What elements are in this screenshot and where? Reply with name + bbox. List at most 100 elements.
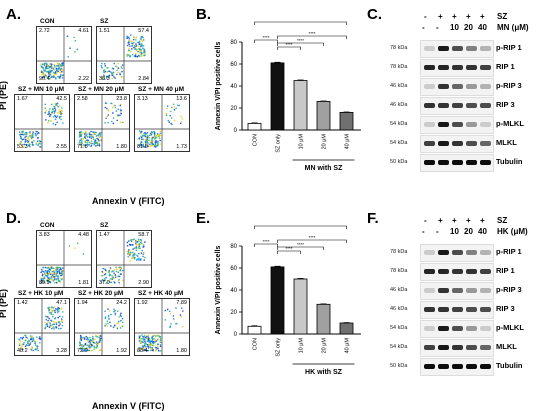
flow-event-dot (98, 336, 101, 339)
protein-band (466, 364, 477, 369)
flow-event-dot (153, 341, 156, 344)
flow-event-dot (122, 121, 124, 124)
flow-event-dot (146, 335, 148, 338)
flow-event-dot (104, 310, 106, 313)
flow-event-dot (178, 104, 181, 107)
flow-event-dot (27, 135, 29, 138)
flow-event-dot (148, 136, 150, 139)
flow-event-dot (26, 337, 28, 339)
flow-event-dot (49, 272, 52, 274)
flow-event-dot (103, 78, 105, 80)
flow-event-dot (101, 270, 104, 273)
flow-event-dot (143, 50, 145, 52)
bar (247, 325, 262, 335)
flow-event-dot (168, 310, 171, 313)
flow-event-dot (107, 109, 109, 111)
flow-event-dot (21, 337, 24, 340)
flow-event-dot (74, 39, 77, 42)
flow-event-dot (97, 138, 100, 141)
flow-event-dot (104, 106, 107, 109)
protein-band (452, 345, 463, 350)
protein-band (466, 46, 477, 51)
flow-event-dot (22, 138, 25, 141)
flow-event-dot (25, 131, 28, 134)
flow-event-dot (180, 307, 183, 309)
flow-event-dot (133, 55, 136, 57)
protein-band (466, 307, 477, 312)
flow-event-dot (51, 107, 54, 110)
kda-marker: 54 kDa (390, 344, 408, 350)
flow-event-dot (135, 39, 137, 41)
flow-event-dot (58, 116, 61, 118)
flow-event-dot (97, 142, 100, 145)
flow-event-dot (142, 337, 145, 339)
flow-event-dot (92, 337, 94, 340)
flow-d-xlabel: Annexin V (FITC) (92, 401, 165, 411)
flow-event-dot (42, 270, 45, 273)
flow-event-dot (60, 118, 62, 121)
flow-event-dot (81, 344, 83, 347)
flow-event-dot (136, 48, 138, 51)
flow-event-dot (144, 349, 146, 351)
kda-marker: 46 kDa (390, 306, 408, 312)
flow-event-dot (159, 134, 162, 137)
quadrant-percent: 1.92 (137, 300, 148, 306)
flow-event-dot (45, 274, 47, 277)
flow-event-dot (57, 276, 59, 278)
flow-event-dot (112, 112, 114, 114)
flow-event-dot (43, 273, 46, 276)
y-tick-label: 40 (230, 288, 237, 294)
flow-event-dot (21, 348, 24, 351)
flow-event-dot (79, 347, 82, 349)
flow-event-dot (136, 241, 139, 243)
flow-event-dot (127, 42, 130, 44)
flow-event-dot (49, 280, 51, 283)
bar (339, 112, 354, 131)
protein-band (424, 288, 435, 293)
flow-event-dot (34, 348, 37, 351)
flow-event-dot (102, 279, 105, 282)
quadrant-percent: 4.61 (78, 28, 89, 34)
flow-event-dot (62, 62, 64, 64)
protein-band (466, 160, 477, 165)
flow-event-dot (29, 338, 32, 341)
flow-event-dot (130, 257, 133, 260)
flow-event-dot (129, 260, 132, 262)
flow-event-dot (42, 71, 45, 73)
flow-event-dot (139, 238, 142, 241)
flow-event-dot (84, 343, 87, 346)
flow-event-dot (52, 272, 55, 275)
flow-event-dot (28, 344, 30, 346)
flow-event-dot (29, 348, 32, 350)
flow-event-dot (31, 335, 33, 338)
quadrant-percent: 1.73 (176, 144, 187, 150)
flow-event-dot (59, 69, 61, 71)
flow-event-dot (111, 73, 113, 75)
flow-event-dot (28, 143, 31, 146)
flow-event-dot (54, 72, 56, 74)
kda-marker: 54 kDa (390, 325, 408, 331)
flow-event-dot (84, 132, 87, 134)
flow-event-dot (44, 326, 47, 329)
flow-event-dot (55, 281, 58, 284)
flow-event-dot (46, 316, 48, 319)
protein-band (452, 269, 463, 274)
flow-event-dot (105, 117, 107, 120)
flow-event-dot (142, 36, 145, 39)
flow-event-dot (53, 68, 56, 71)
flow-event-dot (61, 74, 64, 77)
flow-event-dot (140, 36, 142, 38)
flow-event-dot (138, 349, 141, 352)
flow-event-dot (54, 71, 57, 73)
flow-event-dot (134, 48, 136, 50)
flow-event-dot (107, 315, 110, 318)
flow-event-dot (117, 271, 119, 274)
flow-event-dot (116, 310, 119, 313)
flow-event-dot (129, 50, 132, 53)
flow-event-dot (136, 254, 138, 257)
flow-event-dot (103, 74, 105, 76)
flow-event-dot (138, 257, 140, 260)
flow-event-dot (54, 273, 57, 275)
protein-band (466, 84, 477, 89)
flow-event-dot (120, 109, 122, 112)
